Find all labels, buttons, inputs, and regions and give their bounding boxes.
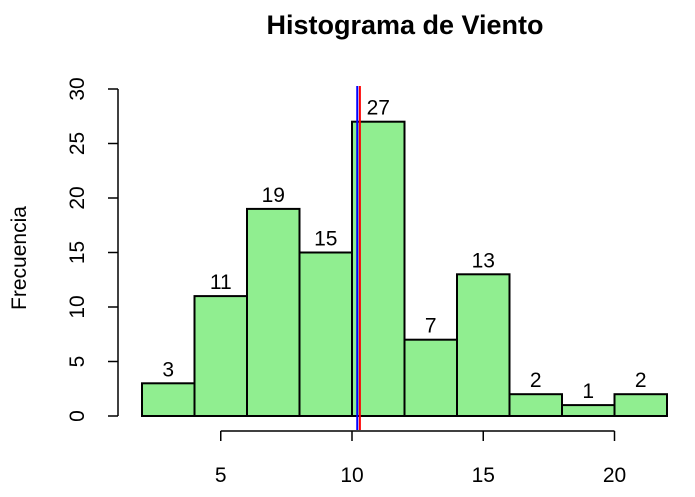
bar-count-label: 3 (162, 358, 174, 381)
y-tick-label: 0 (66, 410, 89, 422)
histogram-bar (456, 273, 511, 417)
bar-count-label: 2 (635, 369, 647, 392)
bar-count-label: 7 (425, 315, 437, 338)
histogram-bar (246, 207, 301, 417)
histogram-bar (141, 382, 196, 417)
chart-title: Histograma de Viento (266, 10, 543, 40)
bar-count-label: 19 (262, 184, 285, 207)
x-axis: 5 10 15 20 (215, 430, 626, 487)
y-tick-label: 15 (66, 241, 89, 264)
bar-count-label: 27 (367, 97, 390, 120)
histogram-bar (508, 393, 563, 418)
y-tick-label: 20 (66, 186, 89, 209)
x-tick-label: 5 (215, 464, 227, 487)
y-tick-label: 25 (66, 132, 89, 155)
histogram-bar (403, 338, 458, 418)
bar-count-label: 1 (582, 380, 594, 403)
bar-count-label: 11 (210, 271, 232, 294)
reference-lines-group (356, 86, 361, 430)
x-tick-label: 20 (603, 464, 626, 487)
histogram-bar (298, 251, 353, 417)
y-tick-label: 5 (66, 356, 89, 368)
bar-count-label: 2 (530, 369, 542, 392)
y-tick-label: 30 (66, 77, 89, 100)
bar-count-label: 13 (472, 249, 495, 272)
x-tick-label: 10 (340, 464, 363, 487)
histogram-bar (613, 393, 668, 418)
bars-group (141, 120, 668, 418)
y-axis: 0 5 10 15 20 25 30 (66, 77, 119, 422)
histogram-bar (193, 295, 248, 418)
y-axis-label: Frecuencia (8, 206, 31, 310)
bar-count-label: 15 (314, 228, 337, 251)
y-tick-label: 10 (66, 295, 89, 318)
count-labels-group: 3 11 19 15 27 7 13 2 1 2 (162, 97, 646, 403)
histogram-bar (561, 404, 616, 418)
x-tick-label: 15 (472, 464, 495, 487)
